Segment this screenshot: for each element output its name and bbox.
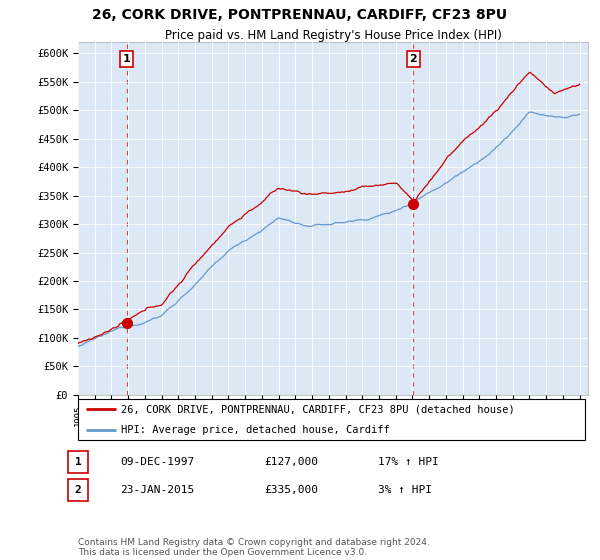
Text: £335,000: £335,000 (264, 485, 318, 495)
Text: £127,000: £127,000 (264, 457, 318, 467)
Text: 23-JAN-2015: 23-JAN-2015 (120, 485, 194, 495)
Text: 17% ↑ HPI: 17% ↑ HPI (378, 457, 439, 467)
Text: 3% ↑ HPI: 3% ↑ HPI (378, 485, 432, 495)
Text: HPI: Average price, detached house, Cardiff: HPI: Average price, detached house, Card… (121, 424, 390, 435)
Text: 1: 1 (123, 54, 131, 64)
Title: Price paid vs. HM Land Registry's House Price Index (HPI): Price paid vs. HM Land Registry's House … (164, 29, 502, 42)
Text: 09-DEC-1997: 09-DEC-1997 (120, 457, 194, 467)
Text: Contains HM Land Registry data © Crown copyright and database right 2024.
This d: Contains HM Land Registry data © Crown c… (78, 538, 430, 557)
Text: 2: 2 (74, 485, 82, 495)
Text: 1: 1 (74, 457, 82, 467)
Text: 26, CORK DRIVE, PONTPRENNAU, CARDIFF, CF23 8PU (detached house): 26, CORK DRIVE, PONTPRENNAU, CARDIFF, CF… (121, 404, 515, 414)
FancyBboxPatch shape (78, 399, 585, 440)
Text: 26, CORK DRIVE, PONTPRENNAU, CARDIFF, CF23 8PU: 26, CORK DRIVE, PONTPRENNAU, CARDIFF, CF… (92, 8, 508, 22)
Text: 2: 2 (410, 54, 418, 64)
